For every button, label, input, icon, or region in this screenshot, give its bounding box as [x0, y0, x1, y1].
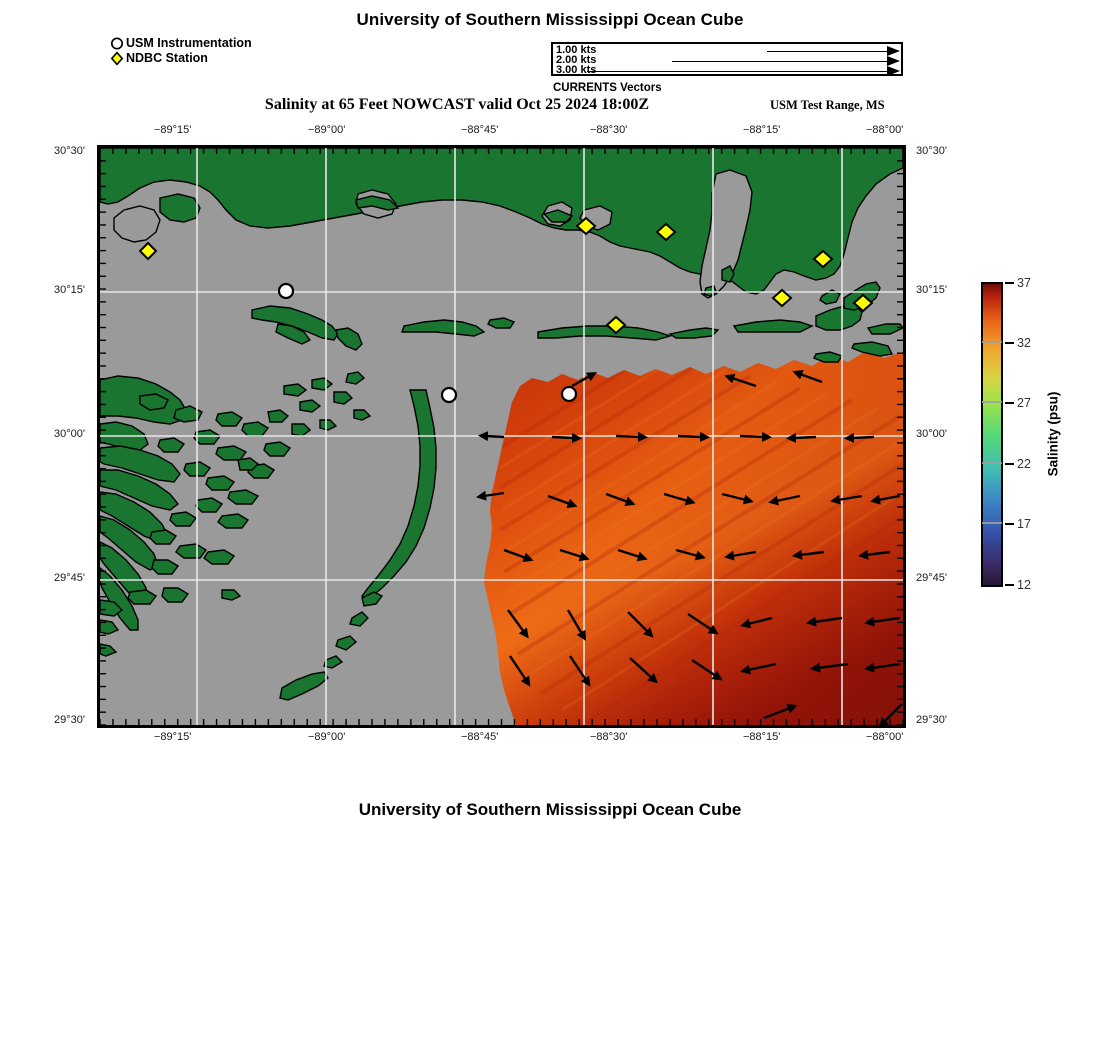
- vector-shaft-3: [587, 71, 887, 72]
- legend-label-usm: USM Instrumentation: [126, 36, 252, 50]
- region-label: USM Test Range, MS: [770, 98, 885, 112]
- lon-tick-label-bottom-0: −89°15': [154, 731, 192, 743]
- lat-tick-label-left-2: 30°00': [54, 428, 85, 440]
- legend-item-ndbc-station: NDBC Station: [110, 51, 252, 66]
- vector-shaft-1: [767, 51, 887, 52]
- current-vector-legend: 1.00 kts 2.00 kts 3.00 kts: [551, 42, 903, 76]
- lat-tick-label-right-4: 29°30': [916, 714, 947, 726]
- vector-legend-row-2: 2.00 kts: [553, 54, 901, 67]
- colorbar-tick-label-17: 17: [1017, 517, 1031, 531]
- landmass-layer: [100, 148, 903, 701]
- lon-tick-label-top-1: −89°00': [308, 124, 346, 136]
- colorbar-tick-label-37: 37: [1017, 276, 1031, 290]
- lat-tick-label-right-3: 29°45': [916, 572, 947, 584]
- map-canvas: [100, 148, 903, 725]
- colorbar-title: Salinity (psu): [1045, 391, 1061, 477]
- lat-tick-label-right-0: 30°30': [916, 145, 947, 157]
- vector-legend-caption: CURRENTS Vectors: [553, 82, 662, 94]
- legend-item-usm-instrumentation: USM Instrumentation: [110, 36, 252, 51]
- lat-tick-label-left-1: 30°15': [54, 284, 85, 296]
- footer-title: University of Southern Mississippi Ocean…: [358, 800, 742, 819]
- vector-arrowhead-3: [887, 66, 900, 76]
- lon-tick-label-bottom-1: −89°00': [308, 731, 346, 743]
- lon-tick-label-bottom-3: −88°30': [590, 731, 628, 743]
- vector-legend-row-3: 3.00 kts: [553, 64, 901, 77]
- lon-tick-label-bottom-2: −88°45': [461, 731, 499, 743]
- salinity-field: [484, 351, 903, 725]
- lat-tick-label-left-0: 30°30': [54, 145, 85, 157]
- station-legend: USM Instrumentation NDBC Station: [110, 36, 252, 66]
- colorbar[interactable]: 37 32 27 22 17 12 Salinity (psu): [981, 276, 1061, 592]
- map-graphics: [100, 148, 903, 725]
- lon-tick-label-top-4: −88°15': [743, 124, 781, 136]
- map-plot-area[interactable]: [97, 145, 906, 728]
- lat-tick-label-right-1: 30°15': [916, 284, 947, 296]
- lon-tick-label-top-0: −89°15': [154, 124, 192, 136]
- lon-tick-label-bottom-4: −88°15': [743, 731, 781, 743]
- legend-label-ndbc: NDBC Station: [126, 51, 208, 65]
- vector-arrowhead-2: [887, 56, 900, 66]
- current-vectors: [476, 369, 903, 725]
- colorbar-tick-label-32: 32: [1017, 336, 1031, 350]
- chart-subtitle: Salinity at 65 Feet NOWCAST valid Oct 25…: [264, 96, 650, 113]
- lat-tick-label-right-2: 30°00': [916, 428, 947, 440]
- circle-marker-icon: [110, 36, 124, 51]
- colorbar-tick-label-22: 22: [1017, 457, 1031, 471]
- colorbar-gradient: [981, 282, 1003, 587]
- page-title: University of Southern Mississippi Ocean…: [356, 10, 744, 29]
- colorbar-tick-label-27: 27: [1017, 396, 1031, 410]
- vector-shaft-2: [672, 61, 887, 62]
- lon-tick-label-top-2: −88°45': [461, 124, 499, 136]
- vector-legend-label-2: 2.00 kts: [556, 54, 597, 66]
- vector-legend-label-3: 3.00 kts: [556, 64, 597, 76]
- lat-tick-label-left-4: 29°30': [54, 714, 85, 726]
- diamond-marker-icon: [110, 51, 124, 66]
- vector-arrowhead-1: [887, 46, 900, 56]
- lon-tick-label-bottom-5: −88°00': [866, 731, 904, 743]
- vector-legend-label-1: 1.00 kts: [556, 44, 597, 56]
- lon-tick-label-top-5: −88°00': [866, 124, 904, 136]
- lat-tick-label-left-3: 29°45': [54, 572, 85, 584]
- gridlines: [100, 148, 903, 725]
- colorbar-tick-label-12: 12: [1017, 578, 1031, 592]
- lon-tick-label-top-3: −88°30': [590, 124, 628, 136]
- vector-legend-row-1: 1.00 kts: [553, 44, 901, 57]
